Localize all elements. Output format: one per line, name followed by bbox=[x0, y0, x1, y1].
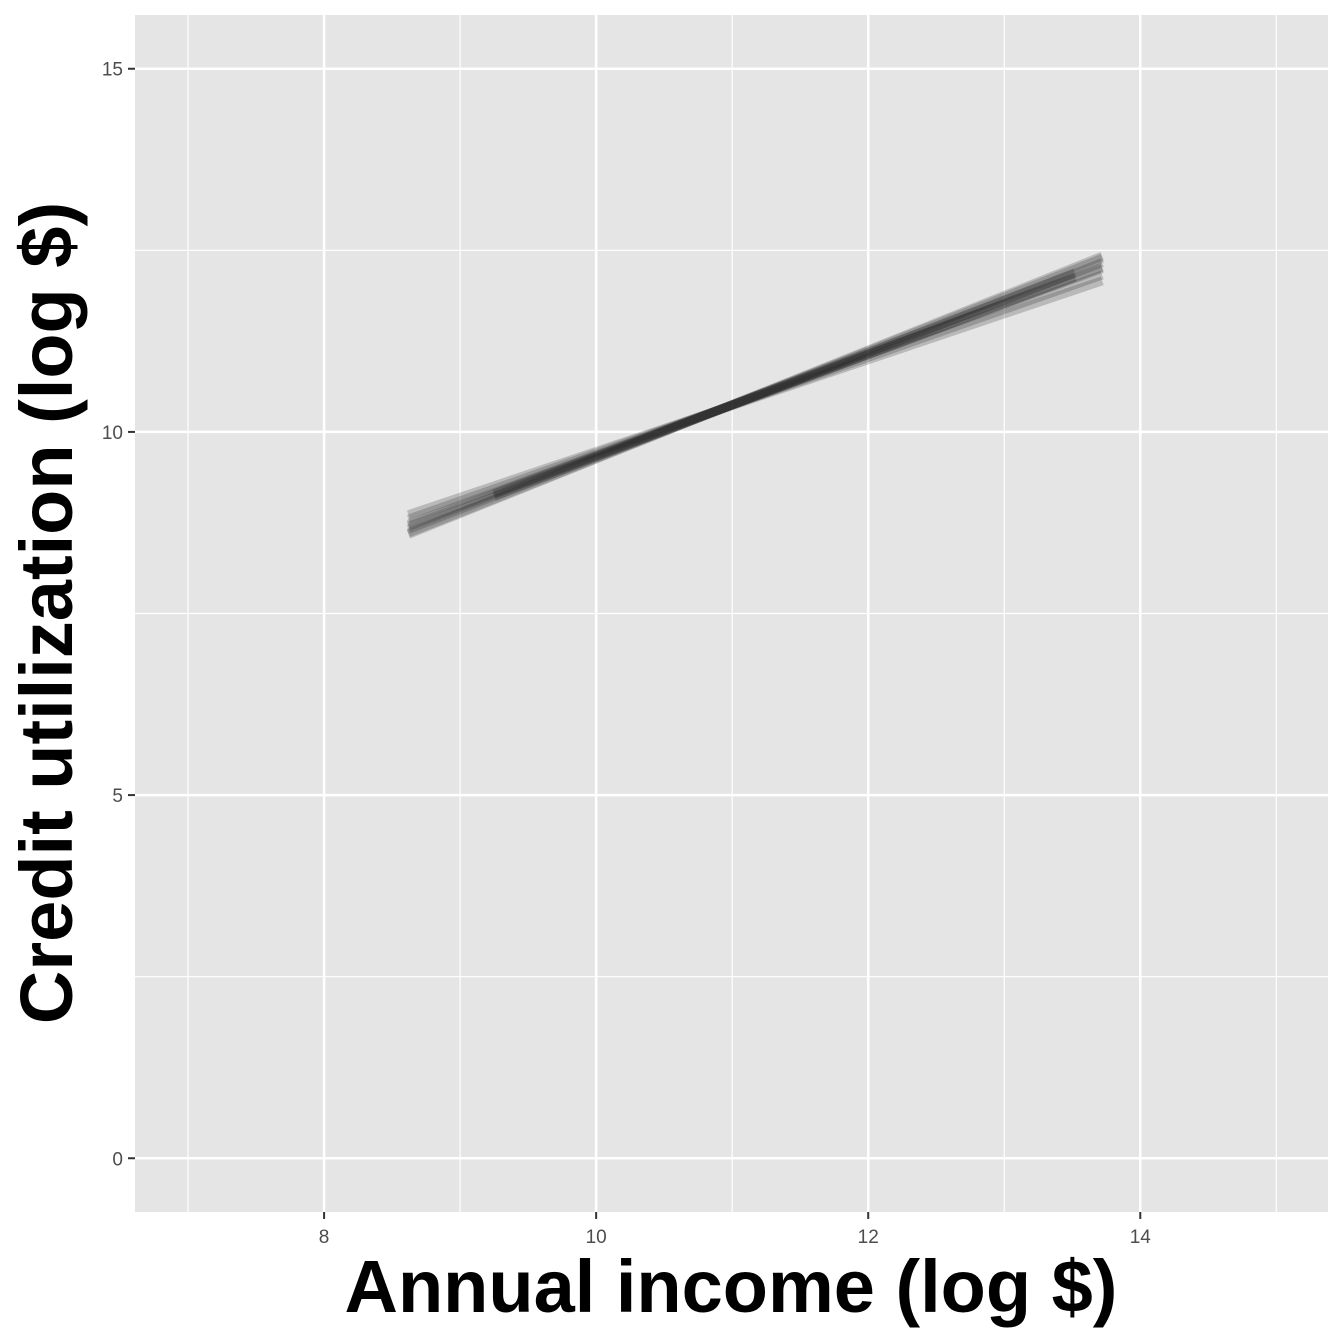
y-tick-label: 0 bbox=[112, 1149, 123, 1170]
regression-line bbox=[406, 251, 1104, 539]
x-tick-label: 10 bbox=[586, 1227, 607, 1248]
x-tick-label: 12 bbox=[858, 1227, 879, 1248]
marks bbox=[406, 251, 1104, 539]
y-tick-label: 15 bbox=[102, 60, 123, 81]
x-tick-label: 14 bbox=[1130, 1227, 1152, 1248]
regression-line bbox=[492, 272, 1077, 498]
y-tick-label: 5 bbox=[112, 786, 123, 807]
regression-line bbox=[406, 264, 1104, 529]
y-tick-label: 10 bbox=[102, 423, 123, 444]
grid bbox=[135, 15, 1328, 1212]
regression-line bbox=[406, 258, 1104, 534]
x-axis-title: Annual income (log $) bbox=[345, 1245, 1118, 1328]
x-tick-label: 8 bbox=[319, 1227, 330, 1248]
regression-line bbox=[406, 270, 1104, 524]
axes: 8 10 12 14 0 5 10 15 bbox=[102, 60, 1151, 1248]
regression-line bbox=[406, 262, 1104, 531]
regression-line bbox=[406, 276, 1104, 519]
regression-line bbox=[492, 268, 1077, 501]
regression-line bbox=[406, 254, 1104, 538]
y-axis-title: Credit utilization (log $) bbox=[5, 202, 88, 1024]
